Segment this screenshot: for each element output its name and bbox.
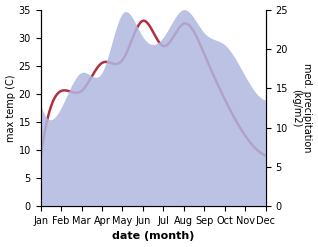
Y-axis label: med. precipitation
(kg/m2): med. precipitation (kg/m2) [291,63,313,153]
Y-axis label: max temp (C): max temp (C) [5,74,16,142]
X-axis label: date (month): date (month) [112,231,194,242]
